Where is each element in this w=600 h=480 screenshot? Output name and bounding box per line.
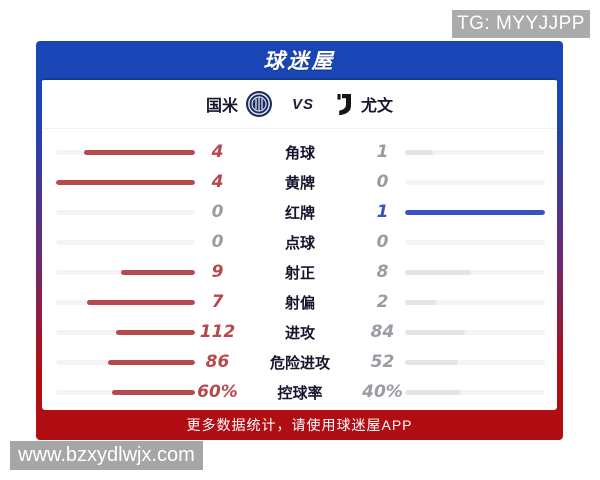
stats-list: 4 角球 1 4 黄牌 0 0 红牌 1 0 点球 0 9 射正 8 7 射偏 2 112 进攻 84 86 危险进攻 52 6…: [42, 129, 557, 407]
away-stat-value: 8: [376, 262, 389, 282]
footer-promo-text: 更多数据统计，请使用球迷屋APP: [186, 417, 413, 433]
away-stat-value: 2: [376, 292, 389, 312]
stat-row: 0 点球 0: [42, 227, 557, 257]
home-stat-bar-track: [56, 389, 195, 395]
watermark-badge: www.bzxydlwjx.com: [10, 441, 203, 470]
away-stat-bar-track: [405, 209, 545, 215]
home-stat-value: 4: [211, 142, 224, 162]
home-stat-value: 9: [211, 262, 224, 282]
home-stat-bar-track: [56, 209, 195, 215]
stat-row: 86 危险进攻 52: [42, 347, 557, 377]
away-stat-bar-track: [405, 329, 545, 335]
stat-row: 4 黄牌 0: [42, 167, 557, 197]
away-stat-bar-track: [405, 149, 545, 155]
away-stat-value: 0: [376, 172, 389, 192]
teams-row: 国米 VS 尤文: [42, 80, 557, 129]
away-stat-value: 52: [370, 352, 395, 372]
stat-label: 危险进攻: [269, 354, 330, 372]
stat-row: 4 角球 1: [42, 137, 557, 167]
away-team-name: 尤文: [361, 98, 394, 115]
home-stat-bar-track: [56, 359, 195, 365]
home-stat-bar-track: [56, 239, 195, 245]
home-stat-value: 0: [211, 232, 224, 252]
stat-label: 黄牌: [284, 174, 315, 192]
away-stat-bar: [405, 389, 461, 395]
away-stat-value: 1: [376, 142, 389, 162]
home-stat-bar: [115, 329, 195, 335]
app-title: 球迷屋: [263, 49, 336, 73]
tg-contact-badge: TG: MYYJJPP: [452, 10, 590, 38]
stat-label: 控球率: [277, 384, 323, 402]
home-stat-value: 0: [211, 202, 224, 222]
away-stat-value: 1: [376, 202, 389, 222]
home-stat-bar-track: [56, 179, 195, 185]
stat-row: 0 红牌 1: [42, 197, 557, 227]
away-stat-bar: [405, 269, 471, 275]
stat-label: 点球: [284, 234, 315, 252]
stat-label: 进攻: [284, 324, 315, 342]
home-stat-bar: [111, 389, 195, 395]
stat-row: 9 射正 8: [42, 257, 557, 287]
away-stat-bar-track: [405, 359, 545, 365]
away-stat-bar-track: [405, 179, 545, 185]
home-stat-bar: [86, 299, 195, 305]
away-stat-bar-track: [405, 269, 545, 275]
home-team-name: 国米: [205, 98, 238, 115]
stat-row: 112 进攻 84: [42, 317, 557, 347]
home-stat-bar: [56, 179, 195, 185]
home-stat-bar-track: [56, 149, 195, 155]
stat-label: 射正: [284, 264, 315, 282]
away-stat-bar-track: [405, 389, 545, 395]
home-stat-bar: [121, 269, 195, 275]
stat-label: 射偏: [284, 294, 315, 312]
inter-crest-icon: [245, 91, 272, 117]
tg-contact-text: TG: MYYJJPP: [457, 13, 585, 34]
stat-row: 60% 控球率 40%: [42, 377, 557, 407]
away-stat-value: 84: [370, 322, 395, 342]
home-stat-bar: [83, 149, 195, 155]
juventus-crest-icon: [336, 93, 353, 116]
watermark-text: www.bzxydlwjx.com: [18, 444, 195, 466]
card-header: 球迷屋: [36, 41, 563, 78]
stats-card: 球迷屋 国米 VS 尤文 4 角球 1 4 黄牌 0 0 红牌 1 0 点球 0 9: [36, 41, 563, 440]
away-stat-value: 0: [376, 232, 389, 252]
home-stat-bar: [108, 359, 195, 365]
away-stat-bar: [405, 149, 433, 155]
vs-label: VS: [291, 95, 314, 113]
home-stat-value: 4: [211, 172, 224, 192]
home-stat-bar-track: [56, 329, 195, 335]
home-stat-bar-track: [56, 299, 195, 305]
away-stat-bar-track: [405, 299, 545, 305]
stat-row: 7 射偏 2: [42, 287, 557, 317]
card-footer: 更多数据统计，请使用球迷屋APP: [36, 410, 563, 440]
stat-label: 角球: [284, 144, 315, 162]
home-stat-value: 86: [205, 352, 230, 372]
away-stat-bar: [405, 329, 465, 335]
away-stat-bar: [405, 359, 458, 365]
home-stat-value: 7: [211, 292, 224, 312]
home-stat-value: 112: [199, 322, 236, 342]
away-stat-bar-track: [405, 239, 545, 245]
away-stat-bar: [405, 209, 545, 215]
home-stat-bar-track: [56, 269, 195, 275]
stats-panel: 国米 VS 尤文 4 角球 1 4 黄牌 0 0 红牌 1 0 点球 0 9 射正 8 7 射偏 2 112 进攻 84…: [42, 78, 557, 410]
home-stat-value: 60%: [197, 382, 238, 402]
away-stat-value: 40%: [362, 382, 403, 402]
away-stat-bar: [405, 299, 437, 305]
stat-label: 红牌: [284, 204, 315, 222]
